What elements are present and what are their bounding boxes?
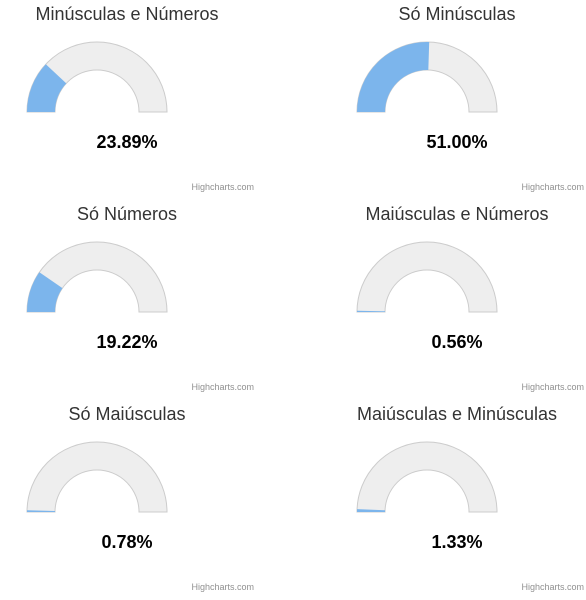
gauge-value-arc xyxy=(357,509,386,512)
highcharts-credit[interactable]: Highcharts.com xyxy=(521,182,584,192)
gauge-track xyxy=(356,441,498,513)
gauge-value-label: 23.89% xyxy=(96,132,158,152)
gauge-value-arc xyxy=(357,310,386,312)
highcharts-credit[interactable]: Highcharts.com xyxy=(521,582,584,592)
highcharts-credit[interactable]: Highcharts.com xyxy=(191,382,254,392)
highcharts-credit[interactable]: Highcharts.com xyxy=(191,582,254,592)
gauge-title: Só Maiúsculas xyxy=(68,404,186,424)
gauge-value-label: 0.56% xyxy=(431,332,483,352)
gauge-panel-2: Só Minúsculas 51.00% Highcharts.com xyxy=(330,0,584,200)
gauge-svg xyxy=(26,241,168,313)
gauge-title: Maiúsculas e Minúsculas xyxy=(356,404,558,424)
gauge-track xyxy=(26,441,168,513)
gauge-track xyxy=(26,41,168,113)
gauge-value-label: 1.33% xyxy=(431,532,483,552)
gauge-svg xyxy=(26,441,168,513)
gauge-title: Só Números xyxy=(76,204,178,224)
gauge-track xyxy=(26,241,168,313)
gauge-panel-4: Maiúsculas e Números 0.56% Highcharts.co… xyxy=(330,200,584,400)
gauge-value-arc xyxy=(27,272,63,312)
gauge-svg xyxy=(26,41,168,113)
gauge-svg xyxy=(356,41,498,113)
highcharts-credit[interactable]: Highcharts.com xyxy=(191,182,254,192)
gauge-svg xyxy=(356,441,498,513)
gauge-title: Maiúsculas e Números xyxy=(365,204,549,224)
gauge-value-arc xyxy=(357,41,430,112)
gauge-value-label: 51.00% xyxy=(426,132,488,152)
gauge-value-arc xyxy=(26,510,56,512)
gauge-value-label: 19.22% xyxy=(96,332,158,352)
gauge-svg xyxy=(356,241,498,313)
gauge-panel-6: Maiúsculas e Minúsculas 1.33% Highcharts… xyxy=(330,400,584,600)
gauge-value-arc xyxy=(27,64,67,112)
gauge-title: Minúsculas e Números xyxy=(35,4,219,24)
gauge-title: Só Minúsculas xyxy=(398,4,516,24)
highcharts-credit[interactable]: Highcharts.com xyxy=(521,382,584,392)
gauge-value-label: 0.78% xyxy=(101,532,153,552)
gauge-panel-5: Só Maiúsculas 0.78% Highcharts.com xyxy=(0,400,254,600)
gauge-track xyxy=(356,241,498,313)
gauge-panel-3: Só Números 19.22% Highcharts.com xyxy=(0,200,254,400)
gauge-panel-1: Minúsculas e Números 23.89% Highcharts.c… xyxy=(0,0,254,200)
